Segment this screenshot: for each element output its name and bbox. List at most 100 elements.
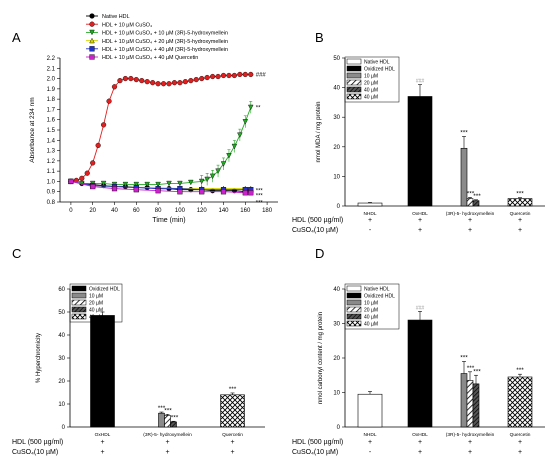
data-point [117,78,123,84]
condition-mark: + [368,217,372,224]
chart-layer: A 0.8 0.9 1.0 1.1 1.2 1.3 1.4 1.5 1.6 1.7 1.8 1.9 2.0… [12,13,545,456]
condition-mark: + [368,439,372,446]
legend-swatch [346,285,362,292]
category-label: (3R)-5- hydroxymellein [446,211,495,217]
data-point [133,76,139,83]
series-line [70,107,252,185]
legend-label: Native HDL [364,287,390,293]
legend-label: Native HDL [102,14,130,20]
legend-label: 20 µM [364,81,378,87]
bar [158,412,165,428]
condition-mark: + [418,217,422,224]
legend-label: Oxidized HDL [89,287,120,293]
category-label: Quercetin [510,211,531,217]
data-point [90,160,96,166]
y-tick-label: 0.8 [47,200,56,206]
category-label: NHDL [363,211,376,217]
condition-mark: + [518,439,522,446]
legend-label: HDL + 10 µM CuSO₄ + 40 µM (3R)-5-hydroxy… [102,47,228,53]
y-tick-label: 2.0 [47,77,56,83]
category-label: (3R)-5- hydroxymellein [143,432,192,438]
condition-mark: + [468,217,472,224]
data-point [188,179,194,186]
y-tick-label: 0.9 [47,190,56,196]
y-tick-label: 1.6 [47,118,56,124]
y-axis-title: nmol carbonyl content / mg protein [318,312,324,404]
bar [466,380,474,428]
bar [460,373,468,428]
data-point [133,187,139,193]
y-tick-label: 1.3 [47,149,56,155]
x-tick-label: 80 [155,208,162,214]
significance-label: *** [516,191,524,198]
legend-swatch [346,313,362,320]
data-point [199,75,205,82]
condition-mark: - [369,227,372,234]
data-point [111,186,118,192]
y-tick-label: 1.2 [47,159,56,165]
condition-row-label: CuSO₄(10 µM) [12,449,58,456]
significance-label: *** [158,405,166,412]
x-tick-label: 140 [218,208,229,214]
data-point [231,143,238,150]
legend-box [69,283,123,323]
category-label: OxHDL [95,432,111,438]
condition-mark: + [100,439,104,446]
significance-label: ### [416,305,425,311]
condition-mark: + [418,439,422,446]
data-point [215,73,221,80]
significance-label: *** [473,193,481,200]
y-tick-label: 50 [58,310,65,316]
legend-label: 20 µM [364,308,378,314]
data-point [155,181,161,188]
significance-label: ### [256,72,267,78]
legend-label: 40 µM [89,308,103,314]
significance-label: *** [467,365,475,372]
significance-label: *** [256,194,264,200]
data-point [237,71,243,78]
significance-label: *** [467,190,475,197]
legend-label: Oxidized HDL [364,294,395,300]
y-axis-title: % Hyperchromicity [36,333,42,383]
condition-mark: + [230,449,234,456]
legend-label: Oxidized HDL [364,67,395,73]
y-tick-label: 50 [333,56,340,62]
data-point [150,80,156,86]
bar [407,319,433,428]
data-point [155,188,161,194]
legend-box [344,56,400,103]
data-point [188,78,194,84]
data-point [226,153,232,159]
data-point [84,170,90,176]
data-point [242,190,248,196]
legend-marker [89,29,95,36]
x-axis-title: Time (min) [152,217,185,224]
data-point [193,76,199,83]
y-tick-label: 1.4 [47,138,56,144]
panel-label-d: D [315,246,324,261]
legend-swatch [346,320,362,327]
significance-label: *** [229,386,237,393]
legend-swatch [346,72,362,79]
bar [472,383,480,428]
data-point [204,74,210,81]
bar [507,198,533,207]
data-point [90,183,96,190]
legend-label: HDL + 10 µM CuSO₄ + 20 µM (3R)-5-hydroxy… [102,39,228,45]
condition-row-label: CuSO₄(10 µM) [292,227,338,234]
data-point [139,78,145,84]
data-point [144,181,150,188]
y-tick-label: 30 [333,115,340,121]
x-tick-label: 60 [133,208,140,214]
y-axis-title: nmol MDA / mg protein [316,101,322,162]
condition-mark: + [468,439,472,446]
significance-label: *** [164,407,172,414]
y-tick-label: 1.0 [47,179,56,185]
significance-label: *** [473,368,481,375]
data-point [248,71,254,78]
data-point [100,180,107,187]
category-label: OxHDL [412,432,428,438]
y-tick-label: 60 [58,287,65,293]
y-tick-label: 20 [58,379,65,385]
data-point [242,71,248,78]
